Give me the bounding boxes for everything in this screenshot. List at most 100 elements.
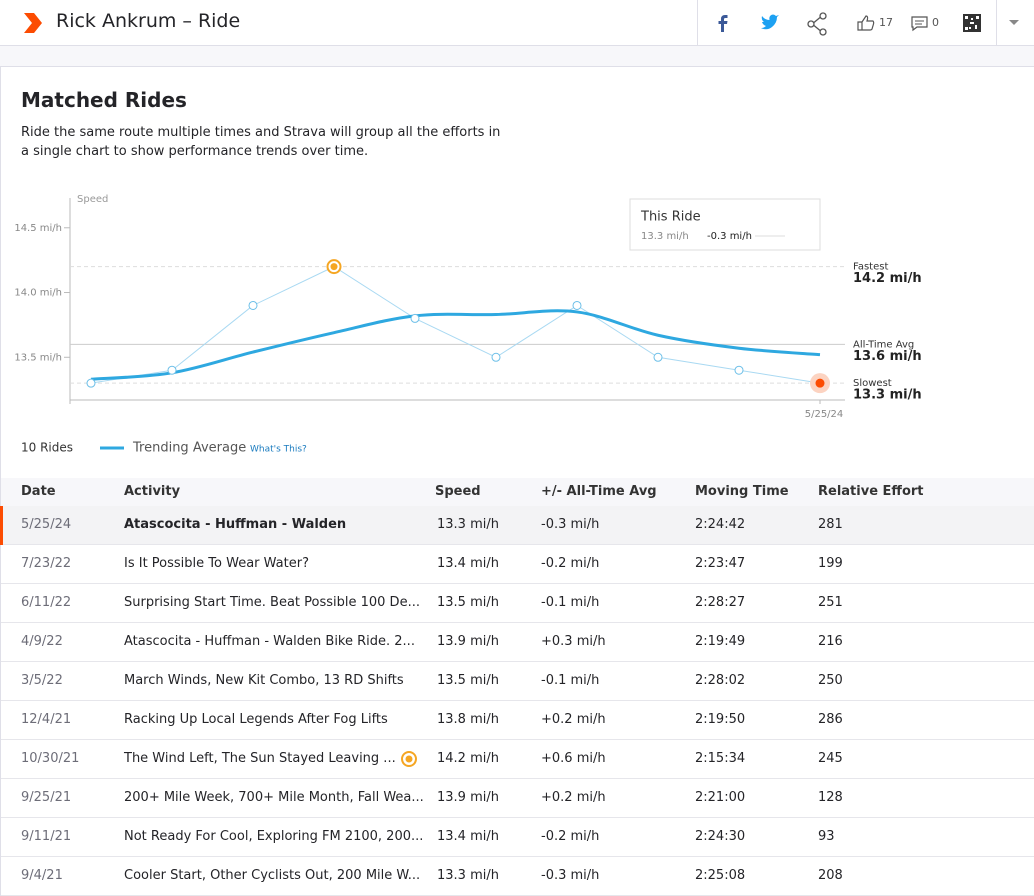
- table-cell: -0.3 mi/h: [541, 868, 600, 883]
- kudos-count: 17: [879, 16, 893, 29]
- ride-point: [248, 300, 258, 310]
- table-cell: -0.1 mi/h: [541, 673, 600, 688]
- spacer: [0, 46, 1034, 67]
- column-header: Relative Effort: [818, 484, 924, 499]
- table-cell: 128: [818, 790, 843, 805]
- y-tick-label: 14.5 mi/h: [14, 223, 62, 234]
- table-cell: -0.3 mi/h: [541, 517, 600, 532]
- table-cell: 216: [818, 634, 843, 649]
- activity-link[interactable]: Cooler Start, Other Cyclists Out, 200 Mi…: [124, 868, 421, 883]
- table-cell: 3/5/22: [21, 673, 63, 688]
- activity-link[interactable]: Atascocita - Huffman - Walden Bike Ride.…: [124, 634, 415, 649]
- table-cell: 2:15:34: [695, 751, 746, 766]
- border: [0, 66, 1, 896]
- current-ride-point: [815, 378, 825, 388]
- table-cell: 251: [818, 595, 843, 610]
- ride-point: [734, 365, 744, 375]
- table-cell: 12/4/21: [21, 712, 72, 727]
- tooltip-diff: -0.3 mi/h: [707, 231, 752, 242]
- table-cell: 7/23/22: [21, 556, 72, 571]
- table-cell: -0.2 mi/h: [541, 556, 600, 571]
- ride-point: [491, 352, 501, 362]
- qr-code-button[interactable]: [963, 14, 981, 32]
- strava-logo: [24, 13, 42, 33]
- row: [1, 662, 1034, 701]
- legend-label: Trending Average: [132, 441, 246, 456]
- reference-name: Slowest: [853, 378, 892, 389]
- tooltip-title: This Ride: [640, 210, 701, 225]
- table-cell: 13.5 mi/h: [437, 673, 499, 688]
- row: [1, 506, 1034, 545]
- divider: [996, 0, 997, 45]
- twitter-button[interactable]: [759, 13, 781, 33]
- row-indicator: [0, 506, 3, 545]
- table-cell: +0.3 mi/h: [541, 634, 606, 649]
- row: [1, 701, 1034, 740]
- reference-name: Fastest: [853, 262, 888, 273]
- table-cell: 14.2 mi/h: [437, 751, 499, 766]
- reference-value: 14.2 mi/h: [853, 271, 922, 286]
- activity-link[interactable]: Surprising Start Time. Beat Possible 100…: [124, 595, 420, 610]
- ride-point: [86, 378, 96, 388]
- y-tick-label: 13.5 mi/h: [14, 352, 62, 363]
- reference-value: 13.6 mi/h: [853, 349, 922, 364]
- row: [1, 623, 1034, 662]
- activity-link[interactable]: March Winds, New Kit Combo, 13 RD Shifts: [124, 673, 404, 688]
- reference-name: All-Time Avg: [853, 339, 914, 350]
- table-cell: 5/25/24: [21, 517, 72, 532]
- y-tick-label: 14.0 mi/h: [14, 288, 62, 299]
- activity-title: Rick Ankrum – Ride: [56, 10, 241, 32]
- table-cell: 9/11/21: [21, 829, 72, 844]
- activity-link[interactable]: Not Ready For Cool, Exploring FM 2100, 2…: [124, 829, 424, 844]
- ride-point: [410, 313, 420, 323]
- table-cell: 199: [818, 556, 843, 571]
- table-cell: 281: [818, 517, 843, 532]
- tooltip-speed: 13.3 mi/h: [641, 231, 689, 242]
- column-header: Date: [21, 484, 56, 499]
- table-cell: 13.4 mi/h: [437, 829, 499, 844]
- table-cell: +0.2 mi/h: [541, 712, 606, 727]
- x-tick-label: 5/25/24: [805, 409, 844, 420]
- share-button[interactable]: [806, 12, 830, 36]
- table-cell: 9/25/21: [21, 790, 72, 805]
- section-description: Ride the same route multiple times and S…: [21, 125, 501, 159]
- comment-count: 0: [932, 16, 939, 29]
- table-cell: 10/30/21: [21, 751, 80, 766]
- table-cell: 2:19:50: [695, 712, 746, 727]
- more-menu[interactable]: [1009, 19, 1019, 27]
- table-cell: 2:19:49: [695, 634, 746, 649]
- row: [1, 740, 1034, 779]
- row: [1, 779, 1034, 818]
- column-header: +/- All-Time Avg: [541, 484, 657, 499]
- kudos-icon[interactable]: [856, 14, 876, 32]
- table-cell: 245: [818, 751, 843, 766]
- medal-icon: [401, 751, 417, 767]
- activity-link[interactable]: Racking Up Local Legends After Fog Lifts: [124, 712, 388, 727]
- table-cell: 4/9/22: [21, 634, 63, 649]
- table-cell: -0.2 mi/h: [541, 829, 600, 844]
- legend-link[interactable]: What's This?: [250, 445, 307, 455]
- facebook-button[interactable]: [713, 13, 733, 33]
- activity-link[interactable]: 200+ Mile Week, 700+ Mile Month, Fall We…: [124, 790, 424, 805]
- table-cell: 13.3 mi/h: [437, 517, 499, 532]
- fastest-dot: [330, 263, 338, 271]
- rides-line: [90, 266, 821, 384]
- divider: [697, 0, 698, 45]
- legend-count: 10 Rides: [21, 441, 73, 455]
- table-cell: 9/4/21: [21, 868, 63, 883]
- comment-icon[interactable]: [910, 15, 930, 33]
- y-axis-label: Speed: [77, 194, 108, 205]
- table-cell: 13.5 mi/h: [437, 595, 499, 610]
- table-cell: 250: [818, 673, 843, 688]
- table-cell: 286: [818, 712, 843, 727]
- table-cell: +0.6 mi/h: [541, 751, 606, 766]
- activity-link[interactable]: Is It Possible To Wear Water?: [124, 556, 309, 571]
- table-cell: 2:28:27: [695, 595, 746, 610]
- trend-line: [90, 309, 821, 381]
- chart: Speed This Ride 13.3 mi/h -0.3 mi/h 10 R…: [14, 194, 922, 456]
- activity-link[interactable]: Atascocita - Huffman - Walden: [124, 517, 347, 532]
- activity-link[interactable]: The Wind Left, The Sun Stayed Leaving ..…: [124, 751, 396, 766]
- rides-table: Date Activity Speed +/- All-Time Avg Moving …: [0, 478, 1034, 896]
- table-cell: 6/11/22: [21, 595, 72, 610]
